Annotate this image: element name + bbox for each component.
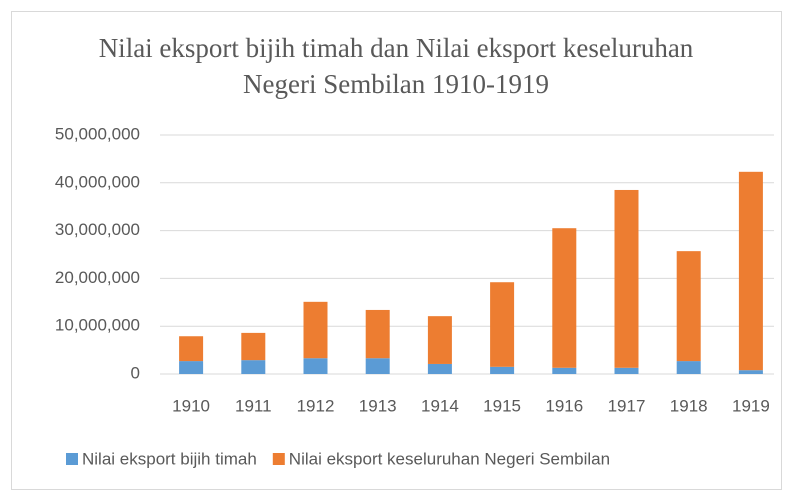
x-tick-label: 1912: [297, 396, 335, 415]
legend-swatch: [272, 453, 285, 465]
y-tick-label: 50,000,000: [55, 124, 140, 143]
y-tick-label: 10,000,000: [55, 316, 140, 335]
bar-segment: [303, 301, 328, 359]
bar-segment: [490, 282, 515, 367]
legend-swatch: [66, 453, 78, 465]
bar-segment: [179, 336, 204, 362]
x-tick-label: 1916: [545, 396, 583, 415]
bar-segment: [365, 309, 390, 359]
bar-segment: [552, 367, 577, 374]
bar-segment: [676, 361, 701, 374]
bar-segment: [365, 358, 390, 374]
y-tick-label: 20,000,000: [55, 268, 140, 287]
chart-border: [11, 11, 782, 490]
legend-label: Nilai eksport bijih timah: [82, 449, 257, 468]
bar-segment: [676, 251, 701, 362]
bar-segment: [614, 189, 639, 368]
bar-segment: [614, 367, 639, 374]
y-tick-label: 0: [131, 363, 140, 382]
x-tick-label: 1917: [608, 396, 646, 415]
x-tick-label: 1910: [172, 396, 210, 415]
bar-segment: [303, 358, 328, 374]
x-tick-label: 1915: [483, 396, 521, 415]
bar-segment: [738, 171, 763, 371]
bar-segment: [241, 360, 266, 374]
bar-segment: [427, 363, 452, 374]
legend-label: Nilai eksport keseluruhan Negeri Sembila…: [289, 449, 610, 468]
x-tick-label: 1918: [670, 396, 708, 415]
chart-title: Nilai eksport bijih timah dan Nilai eksp…: [98, 33, 694, 99]
x-tick-label: 1919: [732, 396, 770, 415]
bar-segment: [179, 361, 204, 374]
bar-segment: [738, 370, 763, 374]
bar-segment: [490, 366, 515, 374]
x-tick-label: 1911: [235, 396, 272, 415]
x-tick-label: 1914: [421, 396, 459, 415]
y-tick-label: 30,000,000: [55, 220, 140, 239]
y-tick-label: 40,000,000: [55, 172, 140, 191]
x-tick-label: 1913: [359, 396, 397, 415]
bar-segment: [427, 316, 452, 364]
bar-segment: [241, 332, 266, 361]
bar-segment: [552, 228, 577, 368]
